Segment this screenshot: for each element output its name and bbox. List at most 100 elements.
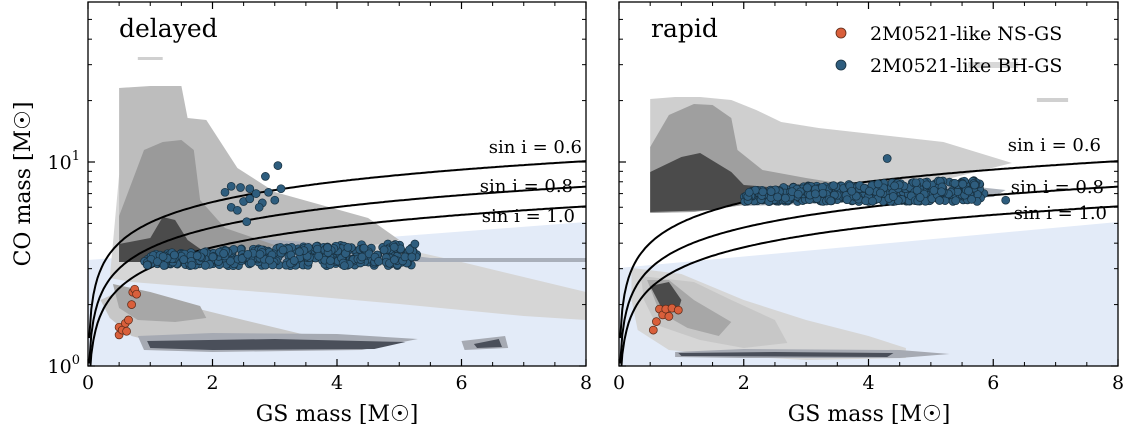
curve-label-0.6: sin i = 0.6 (1008, 135, 1101, 156)
point-2m0521-like-bh-gs-432 (243, 249, 253, 259)
point-2m0521-like-bh-gs-421 (255, 249, 265, 259)
point-2m0521-like-bh-gs-507 (847, 186, 857, 196)
point-2m0521-like-ns-gs-1 (652, 317, 661, 326)
point-2m0521-like-bh-gs-408 (340, 261, 349, 271)
point-2m0521-like-bh-gs-12 (226, 181, 236, 191)
point-2m0521-like-bh-gs-381 (226, 256, 235, 266)
ticks: 0 2 4 6 8 (613, 2, 1124, 394)
point-2m0521-like-ns-gs-5 (124, 315, 133, 325)
point-2m0521-like-bh-gs-417 (390, 255, 399, 265)
curve-sin-i-0.8 (88, 185, 586, 364)
point-2m0521-like-bh-gs-10 (276, 184, 286, 194)
scatter-points (114, 161, 422, 340)
point-2m0521-like-bh-gs-520 (922, 180, 932, 190)
point-2m0521-like-bh-gs-359 (200, 261, 210, 270)
point-2m0521-like-bh-gs-14 (245, 184, 255, 194)
point-2m0521-like-bh-gs-4 (251, 189, 261, 198)
point-2m0521-like-ns-gs-5 (664, 312, 674, 321)
point-2m0521-like-bh-gs-502 (781, 193, 790, 203)
x-tick-label: 4 (862, 372, 874, 394)
point-2m0521-like-bh-gs-482 (829, 181, 838, 190)
point-2m0521-like-bh-gs-453 (964, 186, 973, 196)
point-2m0521-like-bh-gs-284 (313, 244, 322, 254)
point-2m0521-like-bh-gs-13 (236, 183, 245, 192)
point-2m0521-like-bh-gs-6 (270, 195, 280, 205)
point-2m0521-like-bh-gs-506 (937, 187, 946, 197)
point-2m0521-like-bh-gs-403 (343, 243, 353, 252)
curve-label-0.8: sin i = 0.8 (480, 176, 573, 197)
point-2m0521-like-bh-gs-0 (882, 154, 892, 163)
point-2m0521-like-bh-gs-425 (179, 255, 189, 264)
ticks: 0 2 4 6 8 100 101 (48, 2, 592, 394)
point-2m0521-like-bh-gs-401 (295, 247, 304, 257)
contour-region-4 (650, 282, 682, 310)
point-2m0521-like-bh-gs-513 (803, 183, 812, 193)
point-2m0521-like-bh-gs-436 (265, 255, 274, 265)
point-2m0521-like-bh-gs-418 (159, 261, 169, 270)
point-2m0521-like-bh-gs-362 (389, 242, 399, 252)
point-2m0521-like-bh-gs-283 (359, 243, 369, 253)
point-2m0521-like-bh-gs-434 (374, 257, 383, 266)
panel-delayed: 0 2 4 6 8 100 101 delayed sin i = 0.6 sin i = … (11, 1, 592, 427)
point-2m0521-like-bh-gs-430 (219, 249, 229, 258)
x-tick-label: 0 (613, 372, 625, 394)
curve-labels: sin i = 0.6 sin i = 0.8 sin i = 1.0 (480, 137, 582, 227)
point-2m0521-like-bh-gs-431 (967, 195, 976, 204)
x-tick-label: 6 (987, 372, 999, 394)
point-2m0521-like-ns-gs-4 (122, 326, 131, 336)
y-tick-label: 100 (48, 353, 80, 378)
point-2m0521-like-bh-gs-9 (264, 187, 273, 197)
point-2m0521-like-bh-gs-414 (158, 252, 168, 261)
curve-labels: sin i = 0.6 sin i = 0.8 sin i = 1.0 (1008, 135, 1107, 224)
point-2m0521-like-bh-gs-399 (153, 257, 162, 267)
point-2m0521-like-bh-gs-510 (842, 195, 852, 205)
x-tick-label: 8 (1112, 372, 1124, 394)
point-2m0521-like-bh-gs-460 (826, 196, 836, 206)
panel-title: delayed (119, 14, 218, 43)
contour-region-11 (1036, 98, 1069, 102)
point-2m0521-like-bh-gs-514 (958, 179, 968, 189)
x-tick-label: 2 (206, 372, 218, 394)
point-2m0521-like-bh-gs-7 (273, 161, 283, 170)
point-2m0521-like-bh-gs-3 (245, 194, 255, 204)
legend-label-bh-gs: 2M0521-like BH-GS (870, 55, 1062, 77)
point-2m0521-like-bh-gs-429 (407, 252, 417, 262)
point-2m0521-like-bh-gs-508 (793, 189, 803, 199)
point-2m0521-like-ns-gs-6 (127, 300, 136, 309)
x-tick-label: 6 (455, 372, 467, 394)
point-2m0521-like-bh-gs-450 (911, 178, 921, 188)
curve-sin-i-1 (620, 205, 1118, 366)
curve-label-0.8: sin i = 0.8 (1011, 177, 1104, 198)
point-2m0521-like-bh-gs-503 (773, 192, 782, 202)
legend-label-ns-gs: 2M0521-like NS-GS (870, 23, 1062, 45)
point-2m0521-like-bh-gs-428 (208, 252, 218, 262)
point-2m0521-like-bh-gs-519 (970, 180, 979, 190)
point-2m0521-like-bh-gs-11 (220, 187, 230, 197)
curve-label-1.0: sin i = 1.0 (482, 206, 575, 227)
contour-region-5 (147, 339, 406, 350)
curve-label-1.0: sin i = 1.0 (1014, 203, 1107, 224)
point-2m0521-like-bh-gs-364 (951, 196, 961, 206)
point-2m0521-like-bh-gs-15 (242, 217, 252, 227)
point-2m0521-like-bh-gs-500 (929, 186, 939, 195)
y-axis-label: CO mass [M☉] (11, 102, 36, 267)
point-2m0521-like-ns-gs-7 (673, 305, 683, 315)
y-tick-label: 101 (48, 149, 80, 174)
curve-sin-i-0.6 (88, 160, 586, 339)
point-2m0521-like-bh-gs-491 (873, 179, 883, 189)
x-tick-label: 2 (738, 372, 750, 394)
point-2m0521-like-bh-gs-518 (818, 188, 828, 198)
point-2m0521-like-bh-gs-424 (289, 256, 299, 265)
point-2m0521-like-bh-gs-523 (810, 189, 820, 199)
point-2m0521-like-bh-gs-427 (323, 243, 332, 252)
point-2m0521-like-bh-gs-1 (1001, 195, 1011, 205)
point-2m0521-like-bh-gs-373 (246, 258, 256, 268)
scatter-points (648, 154, 1011, 335)
point-2m0521-like-bh-gs-517 (758, 187, 768, 197)
point-2m0521-like-bh-gs-360 (405, 245, 414, 255)
point-2m0521-like-bh-gs-522 (744, 187, 754, 197)
point-2m0521-like-bh-gs-363 (379, 245, 389, 255)
point-2m0521-like-bh-gs-489 (876, 188, 885, 198)
x-axis-label: GS mass [M☉] (256, 402, 419, 427)
